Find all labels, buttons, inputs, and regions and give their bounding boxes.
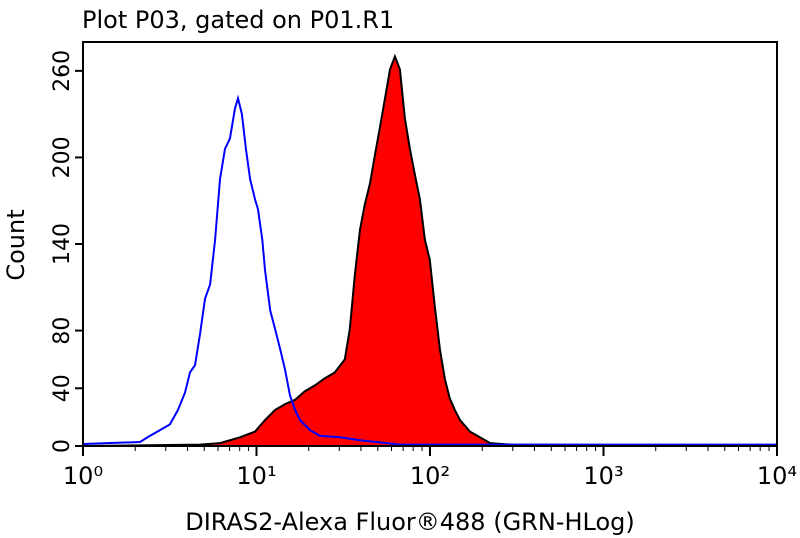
chart-title: Plot P03, gated on P01.R1 <box>82 6 394 34</box>
x-tick-label: 10² <box>410 462 450 490</box>
x-tick-label: 10³ <box>583 462 623 490</box>
y-tick-label: 40 <box>50 374 75 402</box>
x-tick-label: 10⁴ <box>757 462 797 490</box>
y-tick-label: 0 <box>50 439 75 453</box>
y-tick-label: 140 <box>50 223 75 265</box>
x-tick-label: 10⁰ <box>63 462 103 490</box>
y-tick-label: 200 <box>50 136 75 178</box>
y-axis-label: Count <box>2 209 30 280</box>
histogram-area <box>82 53 778 447</box>
x-tick-label: 10¹ <box>236 462 276 490</box>
histogram-line <box>82 94 777 446</box>
y-tick-label: 260 <box>50 50 75 92</box>
x-axis-label: DIRAS2-Alexa Fluor®488 (GRN-HLog) <box>185 508 634 536</box>
y-tick-label: 80 <box>50 317 75 345</box>
